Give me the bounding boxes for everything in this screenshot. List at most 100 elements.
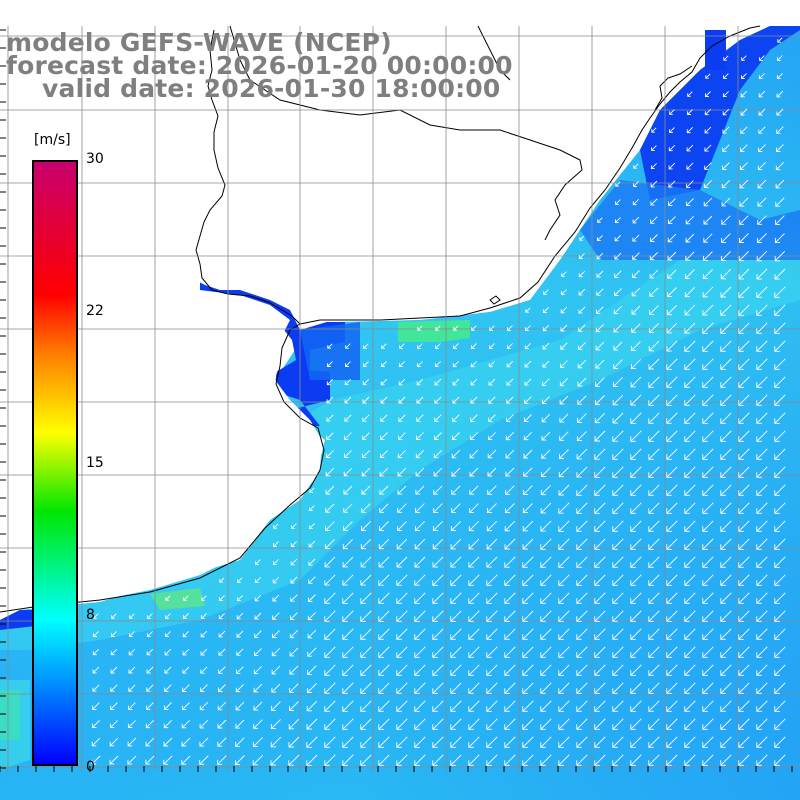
wind-arrow <box>558 592 570 604</box>
wind-arrow <box>758 144 766 152</box>
wind-arrow <box>235 701 245 711</box>
wind-arrow <box>326 396 334 404</box>
wind-arrow <box>324 556 336 568</box>
wind-arrow <box>650 234 658 242</box>
wind-arrow <box>542 360 550 368</box>
wind-arrow <box>414 664 426 676</box>
wind-arrow <box>649 287 659 297</box>
wind-arrow <box>669 127 675 133</box>
wind-arrow <box>738 502 750 514</box>
wind-arrow <box>416 414 424 422</box>
wind-arrow <box>576 502 588 514</box>
wind-arrow <box>667 287 677 297</box>
wind-arrow <box>666 736 678 748</box>
wind-arrow <box>361 467 371 477</box>
colorbar-tick-8: 8 <box>86 607 95 623</box>
wind-arrow <box>290 612 298 620</box>
wind-arrow <box>486 700 498 712</box>
wind-arrow <box>594 700 606 712</box>
wind-arrow <box>452 360 460 368</box>
wind-arrow <box>702 610 714 622</box>
wind-arrow <box>235 719 245 729</box>
wind-arrow <box>612 718 624 730</box>
wind-arrow <box>648 484 660 496</box>
wind-arrow <box>720 754 732 766</box>
wind-arrow <box>488 414 496 422</box>
wind-arrow <box>594 502 606 514</box>
wind-arrow <box>433 449 443 459</box>
wind-arrow <box>630 376 642 388</box>
wind-arrow <box>612 377 623 388</box>
wind-arrow <box>612 448 624 460</box>
wind-arrow <box>435 325 441 331</box>
wind-arrow <box>450 592 462 604</box>
wind-arrow <box>666 340 678 352</box>
wind-arrow <box>666 628 678 640</box>
wind-arrow <box>558 736 570 748</box>
wind-arrow <box>613 359 623 369</box>
wind-arrow <box>379 521 389 531</box>
wind-arrow <box>685 251 695 261</box>
wind-arrow <box>738 466 750 478</box>
wind-arrow <box>594 484 606 496</box>
wind-arrow <box>504 700 516 712</box>
wind-arrow <box>524 360 532 368</box>
wind-arrow <box>308 540 316 548</box>
wind-arrow <box>128 648 136 656</box>
wind-arrow <box>686 126 694 134</box>
wind-arrow <box>432 718 444 730</box>
wind-arrow <box>704 126 712 134</box>
wind-arrow <box>542 324 550 332</box>
wind-arrow <box>325 503 335 513</box>
wind-arrow <box>756 304 768 316</box>
wind-arrow <box>432 592 444 604</box>
wind-arrow <box>363 361 369 367</box>
wind-arrow <box>648 358 660 370</box>
wind-arrow <box>722 108 730 116</box>
wind-arrow <box>596 235 603 242</box>
wind-arrow <box>576 431 587 442</box>
wind-arrow <box>360 736 372 748</box>
wind-arrow <box>756 250 768 262</box>
wind-arrow <box>740 144 748 152</box>
wind-arrow <box>451 467 461 477</box>
wind-arrow <box>738 520 750 532</box>
wind-arrow <box>702 358 714 370</box>
wind-arrow <box>777 55 783 61</box>
wind-arrow <box>145 755 155 765</box>
wind-arrow <box>774 646 786 658</box>
wind-arrow <box>720 340 732 352</box>
wind-arrow <box>504 718 516 730</box>
wind-arrow <box>630 466 642 478</box>
wind-arrow <box>219 577 225 583</box>
wind-arrow <box>738 700 750 712</box>
wind-arrow <box>540 700 552 712</box>
wind-arrow <box>540 646 552 658</box>
wind-arrow <box>450 718 462 730</box>
wind-arrow <box>291 523 297 529</box>
wind-arrow <box>146 666 154 674</box>
wind-arrow <box>396 574 408 586</box>
wind-arrow <box>666 592 678 604</box>
wind-arrow <box>558 574 570 586</box>
wind-arrow <box>612 700 624 712</box>
wind-arrow <box>648 394 660 406</box>
wind-arrow <box>560 324 568 332</box>
wind-arrow <box>342 592 354 604</box>
wind-arrow <box>650 180 658 188</box>
wind-arrow <box>397 467 407 477</box>
wind-arrow <box>254 577 261 584</box>
wind-arrow <box>450 538 462 550</box>
coastline <box>0 25 761 613</box>
wind-arrow <box>630 538 642 550</box>
wind-arrow <box>236 666 244 674</box>
wind-arrow <box>378 736 390 748</box>
wind-arrow <box>651 127 657 133</box>
wind-arrow <box>650 163 657 170</box>
wind-arrow <box>342 610 354 622</box>
wind-arrow <box>612 538 624 550</box>
wind-arrow <box>774 250 786 262</box>
wind-arrow <box>630 754 642 766</box>
wind-arrow <box>504 538 516 550</box>
wind-arrow <box>776 108 784 116</box>
